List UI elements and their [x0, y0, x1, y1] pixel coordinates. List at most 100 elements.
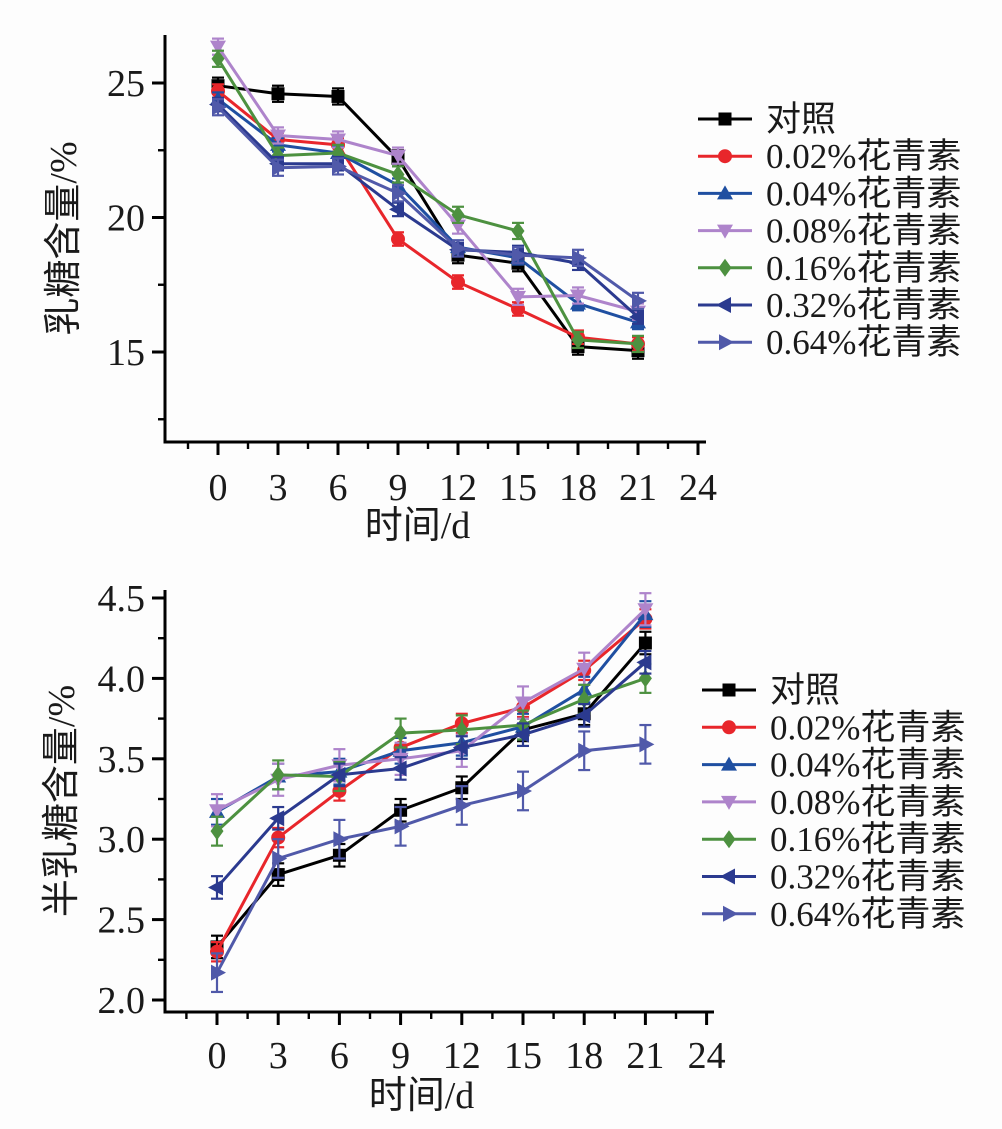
triangle-down-marker [209, 804, 225, 819]
triangle-right-marker [332, 158, 347, 175]
series-1 [209, 608, 653, 963]
series-4 [211, 49, 645, 354]
legend-item-6: 0.64%花青素 [702, 895, 965, 934]
legend-triangle-left-marker [720, 868, 735, 885]
square-marker [331, 89, 345, 103]
triangle-right-marker [211, 964, 226, 981]
x-tick-label: 15 [499, 467, 537, 509]
legend-item-5: 0.32%花青素 [698, 286, 961, 325]
x-tick-label: 15 [504, 1035, 542, 1077]
x-tick-label: 18 [559, 467, 597, 509]
triangle-left-marker [391, 760, 407, 777]
legend-label: 0.04%花青素 [766, 174, 961, 213]
diamond-marker [511, 221, 525, 240]
error-bars [212, 98, 644, 311]
axes [152, 590, 714, 1025]
triangle-right-marker [639, 736, 655, 753]
triangle-left-marker [330, 766, 346, 783]
x-tick-label: 24 [679, 467, 717, 509]
square-marker [638, 636, 652, 650]
x-tick-label: 3 [269, 467, 288, 509]
diamond-marker [210, 822, 224, 841]
series-markers [208, 654, 652, 896]
series-line [216, 57, 639, 346]
x-tick-label: 0 [208, 1035, 227, 1077]
series-3 [210, 37, 646, 321]
series-markers [211, 49, 645, 353]
x-axis-title: 时间/d [369, 1075, 475, 1117]
galactose-chart: 2.0 2.5 3.0 3.5 4.0 4.5 0 3 6 9 12 15 18 21 24 时间/d 半乳糖含… [41, 578, 965, 1117]
series-markers [211, 736, 655, 981]
x-tick-label: 3 [269, 1035, 288, 1077]
y-tick-label: 4.5 [98, 578, 146, 620]
diamond-marker [571, 330, 585, 349]
x-tick-label: 24 [688, 1035, 726, 1077]
x-tick-label: 21 [619, 467, 657, 509]
series-4 [210, 662, 652, 847]
legend-triangle-left-marker [716, 297, 731, 313]
series-line [215, 617, 647, 953]
legend-label: 0.32%花青素 [766, 286, 961, 325]
legend-item-0: 对照 [698, 100, 836, 139]
x-tick-label: 9 [389, 467, 408, 509]
y-tick-label: 20 [107, 198, 145, 240]
legend-label: 对照 [770, 671, 840, 710]
legend-triangle-right-marker [723, 905, 738, 922]
legend-item-3: 0.08%花青素 [702, 783, 965, 822]
legend-triangle-down-marker [721, 795, 737, 810]
legend-label: 0.16%花青素 [766, 249, 961, 288]
legend-item-5: 0.32%花青素 [702, 858, 965, 897]
legend-label: 0.64%花青素 [770, 895, 965, 934]
series-line [216, 608, 647, 812]
triangle-right-marker [572, 249, 587, 266]
error-bars [212, 37, 644, 321]
y-tick-label: 2.0 [98, 980, 146, 1022]
square-marker [271, 87, 285, 101]
legend-label: 0.32%花青素 [770, 858, 965, 897]
legend-triangle-up-marker [721, 756, 737, 771]
series-line [217, 89, 639, 346]
x-tick-label: 6 [329, 467, 348, 509]
series-6 [211, 723, 655, 994]
legend-label: 对照 [766, 100, 836, 139]
circle-marker [271, 830, 286, 845]
triangle-right-marker [394, 818, 410, 835]
series-line [215, 742, 646, 974]
legend-triangle-right-marker [719, 334, 734, 351]
x-axis-title: 时间/d [365, 505, 471, 547]
axes [152, 35, 706, 455]
legend-diamond-marker [722, 830, 736, 849]
diamond-marker [391, 165, 405, 184]
legend-triangle-down-marker [717, 224, 733, 239]
y-tick-label: 15 [107, 332, 145, 374]
triangle-right-marker [455, 797, 471, 814]
triangle-down-marker [330, 133, 346, 148]
triangle-left-marker [575, 707, 591, 724]
x-tick-label: 12 [443, 1035, 481, 1077]
legend-item-2: 0.04%花青素 [698, 174, 961, 213]
diamond-marker [211, 49, 225, 68]
diamond-marker [451, 205, 465, 224]
series-markers [212, 99, 647, 309]
triangle-right-marker [333, 831, 349, 848]
legend-triangle-up-marker [717, 185, 733, 200]
legend-item-4: 0.16%花青素 [702, 820, 965, 859]
legend: 对照0.02%花青素0.04%花青素0.08%花青素0.16%花青素0.32%花… [702, 671, 965, 934]
triangle-left-marker [269, 810, 285, 827]
triangle-right-marker [212, 99, 227, 116]
x-tick-label: 9 [391, 1035, 410, 1077]
legend-square-marker [722, 683, 736, 697]
legend-item-4: 0.16%花青素 [698, 249, 961, 288]
triangle-down-marker [390, 149, 406, 164]
triangle-down-marker [210, 40, 226, 55]
triangle-down-marker [576, 662, 593, 677]
diamond-marker [631, 334, 645, 353]
legend-diamond-marker [718, 258, 732, 277]
y-tick-label: 2.5 [98, 900, 146, 942]
legend-label: 0.16%花青素 [770, 820, 965, 859]
series-line [216, 103, 640, 319]
legend-label: 0.04%花青素 [770, 746, 965, 785]
triangle-right-marker [392, 185, 407, 202]
legend-item-6: 0.64%花青素 [698, 323, 961, 362]
